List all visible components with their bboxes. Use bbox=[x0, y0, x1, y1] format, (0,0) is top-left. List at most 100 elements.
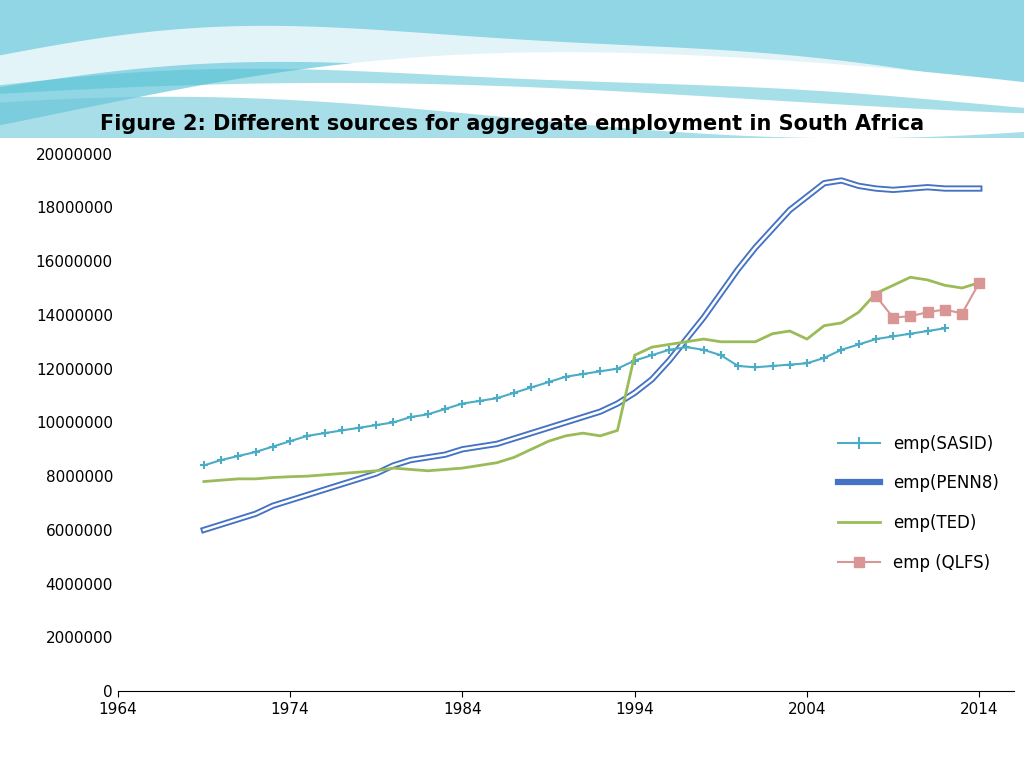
emp(PENN8) bbox=[680, 335, 692, 344]
emp(TED) bbox=[869, 289, 882, 298]
emp(PENN8) bbox=[663, 356, 675, 366]
Polygon shape bbox=[0, 68, 1024, 114]
emp(PENN8) bbox=[836, 176, 848, 185]
emp(PENN8) bbox=[250, 509, 262, 518]
emp(TED) bbox=[473, 461, 485, 470]
emp(SASID) bbox=[318, 429, 331, 438]
emp(TED) bbox=[697, 335, 710, 344]
emp(SASID) bbox=[663, 346, 675, 355]
emp(TED) bbox=[387, 464, 399, 473]
emp(TED) bbox=[939, 281, 951, 290]
emp(PENN8) bbox=[783, 206, 796, 215]
emp(TED) bbox=[490, 458, 503, 467]
emp(SASID) bbox=[594, 367, 606, 376]
emp(TED) bbox=[750, 337, 762, 346]
emp(SASID) bbox=[715, 351, 727, 360]
Line: emp(PENN8): emp(PENN8) bbox=[204, 180, 979, 530]
emp(TED) bbox=[887, 281, 899, 290]
emp(TED) bbox=[353, 468, 366, 477]
emp(SASID) bbox=[680, 343, 692, 352]
emp(SASID) bbox=[525, 383, 538, 392]
emp(TED) bbox=[232, 475, 245, 484]
emp(TED) bbox=[646, 343, 658, 352]
emp(TED) bbox=[611, 426, 624, 435]
emp(SASID) bbox=[422, 410, 434, 419]
emp(SASID) bbox=[939, 324, 951, 333]
emp(PENN8) bbox=[404, 455, 417, 465]
emp(SASID) bbox=[336, 426, 348, 435]
emp(PENN8) bbox=[697, 313, 710, 323]
emp(PENN8) bbox=[543, 423, 555, 432]
emp(PENN8) bbox=[422, 453, 434, 462]
Line: emp(SASID): emp(SASID) bbox=[200, 324, 949, 469]
emp(PENN8) bbox=[473, 442, 485, 452]
emp(PENN8) bbox=[732, 265, 744, 274]
emp(PENN8) bbox=[284, 496, 296, 505]
emp (QLFS) bbox=[956, 309, 969, 318]
emp(PENN8) bbox=[318, 485, 331, 495]
emp(TED) bbox=[215, 475, 227, 485]
emp(TED) bbox=[836, 319, 848, 328]
emp(TED) bbox=[266, 473, 279, 482]
emp(SASID) bbox=[750, 362, 762, 372]
emp(PENN8) bbox=[869, 184, 882, 194]
emp(TED) bbox=[284, 472, 296, 482]
emp (QLFS) bbox=[869, 292, 882, 301]
emp(PENN8) bbox=[336, 479, 348, 489]
emp(PENN8) bbox=[301, 491, 313, 500]
emp(PENN8) bbox=[973, 184, 985, 194]
emp(SASID) bbox=[232, 452, 245, 461]
emp(PENN8) bbox=[646, 375, 658, 384]
emp(TED) bbox=[732, 337, 744, 346]
emp(TED) bbox=[715, 337, 727, 346]
emp(PENN8) bbox=[956, 184, 969, 194]
emp(SASID) bbox=[732, 362, 744, 371]
emp(SASID) bbox=[818, 353, 830, 362]
emp(TED) bbox=[336, 468, 348, 478]
emp(TED) bbox=[422, 466, 434, 475]
emp(SASID) bbox=[560, 372, 572, 382]
emp(SASID) bbox=[215, 455, 227, 465]
emp(TED) bbox=[818, 321, 830, 330]
emp(SASID) bbox=[697, 346, 710, 355]
emp(PENN8) bbox=[629, 389, 641, 398]
emp(SASID) bbox=[629, 356, 641, 366]
emp(SASID) bbox=[404, 412, 417, 422]
emp(PENN8) bbox=[904, 184, 916, 194]
emp(TED) bbox=[853, 308, 865, 317]
emp(TED) bbox=[680, 337, 692, 346]
emp(SASID) bbox=[887, 332, 899, 341]
emp(TED) bbox=[577, 429, 589, 438]
emp(TED) bbox=[318, 470, 331, 479]
emp(TED) bbox=[301, 472, 313, 481]
emp(TED) bbox=[629, 351, 641, 360]
Text: Figure 2: Different sources for aggregate employment in South Africa: Figure 2: Different sources for aggregat… bbox=[100, 114, 924, 134]
emp(TED) bbox=[922, 276, 934, 285]
emp(SASID) bbox=[284, 436, 296, 445]
emp(SASID) bbox=[922, 326, 934, 336]
emp(TED) bbox=[956, 283, 969, 293]
emp(SASID) bbox=[766, 362, 778, 371]
emp(TED) bbox=[457, 464, 469, 473]
Legend: emp(SASID), emp(PENN8), emp(TED), emp (QLFS): emp(SASID), emp(PENN8), emp(TED), emp (Q… bbox=[831, 428, 1006, 578]
emp(SASID) bbox=[473, 396, 485, 406]
emp(PENN8) bbox=[887, 185, 899, 194]
emp(SASID) bbox=[801, 359, 813, 368]
emp(SASID) bbox=[836, 346, 848, 355]
emp(PENN8) bbox=[370, 468, 382, 478]
emp(PENN8) bbox=[939, 184, 951, 194]
emp(SASID) bbox=[198, 461, 210, 470]
emp(PENN8) bbox=[577, 412, 589, 422]
Polygon shape bbox=[0, 0, 1024, 125]
emp(PENN8) bbox=[198, 525, 210, 535]
emp(TED) bbox=[663, 340, 675, 349]
emp(PENN8) bbox=[508, 434, 520, 443]
emp(PENN8) bbox=[525, 429, 538, 438]
emp(PENN8) bbox=[387, 461, 399, 470]
emp(SASID) bbox=[783, 360, 796, 369]
emp (QLFS) bbox=[922, 308, 934, 317]
emp(PENN8) bbox=[922, 183, 934, 192]
emp(TED) bbox=[783, 326, 796, 336]
emp(PENN8) bbox=[215, 520, 227, 529]
emp(TED) bbox=[404, 465, 417, 474]
